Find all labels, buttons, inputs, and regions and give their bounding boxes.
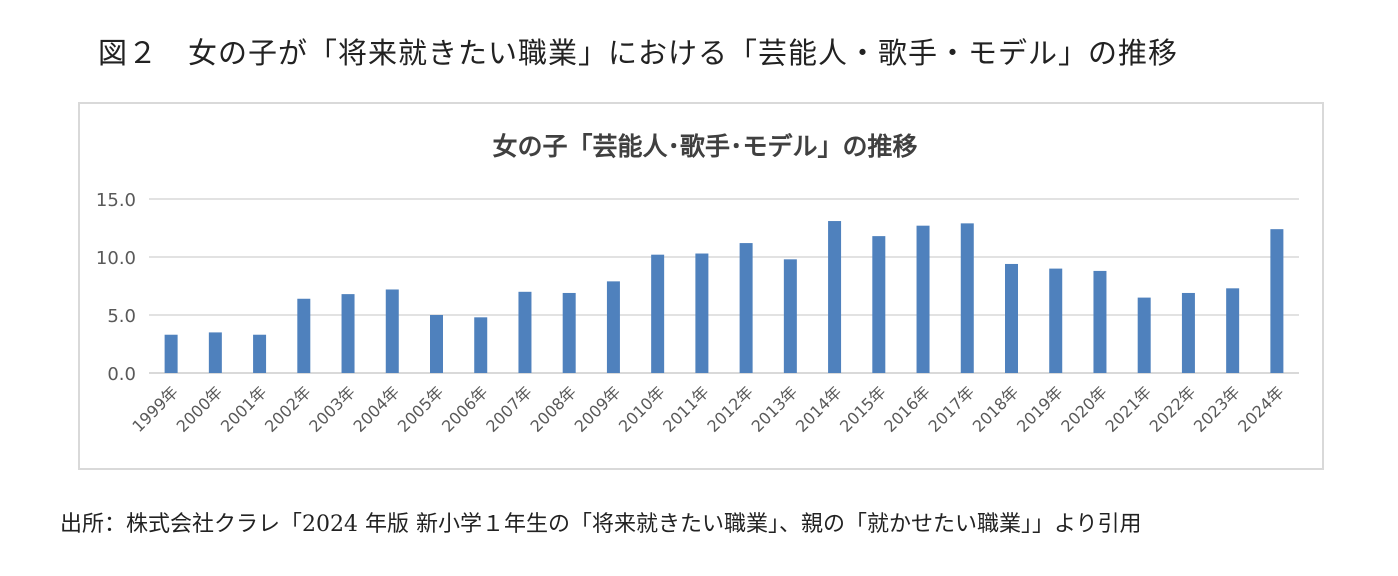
chart-frame: 女の子「芸能人･歌手･モデル」の推移 0.0 5.0 10.0 15.0 1999年 2… — [78, 102, 1324, 470]
bar-2015年 — [872, 236, 886, 373]
bar-2020年 — [1093, 270, 1107, 373]
x-tick-label: 2019年 — [1013, 382, 1067, 436]
x-tick-label: 2014年 — [792, 382, 846, 436]
bars — [164, 221, 1284, 373]
bar-2012年 — [739, 243, 753, 373]
bar-2016年 — [916, 225, 930, 373]
x-tick-label: 2013年 — [748, 382, 802, 436]
bar-2000年 — [208, 332, 222, 373]
y-tick-label: 15.0 — [96, 190, 136, 211]
x-tick-label: 2005年 — [394, 382, 448, 436]
x-tick-label: 2020年 — [1057, 382, 1111, 436]
x-tick-label: 2007年 — [482, 382, 536, 436]
bar-2006年 — [474, 317, 488, 373]
y-tick-label: 5.0 — [107, 306, 136, 327]
x-tick-label: 2004年 — [350, 382, 404, 436]
x-tick-label: 2018年 — [969, 382, 1023, 436]
bar-2021年 — [1137, 297, 1151, 373]
x-tick-label: 2010年 — [615, 382, 669, 436]
bar-2008年 — [562, 292, 576, 373]
x-tick-label: 2024年 — [1234, 382, 1288, 436]
bar-2018年 — [1005, 263, 1018, 373]
y-tick-label: 10.0 — [96, 248, 136, 269]
bar-2013年 — [783, 259, 797, 373]
x-tick-label: 2022年 — [1146, 382, 1200, 436]
x-tick-label: 2011年 — [659, 382, 713, 436]
x-tick-label: 1999年 — [128, 382, 182, 436]
figure-caption: 図２ 女の子が「将来就きたい職業」における「芸能人・歌手・モデル」の推移 — [98, 36, 1179, 70]
bar-2003年 — [341, 294, 355, 373]
gridlines — [149, 198, 1299, 374]
x-tick-label: 2003年 — [305, 382, 359, 436]
bar-2002年 — [297, 298, 311, 373]
bar-chart: 女の子「芸能人･歌手･モデル」の推移 0.05.010.015.0 1999年2… — [96, 132, 1299, 436]
x-tick-label: 2008年 — [526, 382, 580, 436]
x-tick-label: 2006年 — [438, 382, 492, 436]
source-note: 出所：株式会社クラレ「2024 年版 新小学１年生の「将来就きたい職業」、親の「… — [60, 512, 1142, 537]
x-tick-label: 2016年 — [880, 382, 934, 436]
x-tick-label: 2017年 — [925, 382, 979, 436]
y-axis-ticks: 0.0 5.0 10.0 15.0 — [96, 190, 136, 385]
bar-2004年 — [385, 289, 399, 373]
bar-2011年 — [695, 253, 709, 373]
x-tick-label: 2015年 — [836, 382, 890, 436]
x-tick-label: 2021年 — [1101, 382, 1155, 436]
bar-2017年 — [960, 223, 974, 373]
chart-title: 女の子「芸能人･歌手･モデル」の推移 — [492, 132, 917, 161]
bar-2009年 — [606, 281, 620, 373]
bar-2007年 — [518, 291, 532, 373]
x-tick-label: 2000年 — [173, 382, 227, 436]
x-tick-label: 2002年 — [261, 382, 315, 436]
bar-2014年 — [828, 221, 842, 373]
bar-2022年 — [1181, 292, 1195, 373]
bar-2001年 — [253, 334, 267, 373]
bar-2010年 — [651, 254, 665, 373]
x-tick-label: 2012年 — [703, 382, 757, 436]
y-tick-label: 0.0 — [107, 364, 136, 385]
bar-2019年 — [1049, 268, 1063, 373]
bar-1999年 — [164, 334, 178, 373]
bar-2024年 — [1270, 229, 1284, 373]
x-tick-label: 2023年 — [1190, 382, 1244, 436]
x-tick-label: 2009年 — [571, 382, 625, 436]
bar-2005年 — [430, 315, 443, 373]
x-axis-ticks: 1999年2000年2001年2002年2003年2004年2005年2006年… — [128, 382, 1287, 436]
bar-2023年 — [1226, 288, 1240, 373]
x-tick-label: 2001年 — [217, 382, 271, 436]
